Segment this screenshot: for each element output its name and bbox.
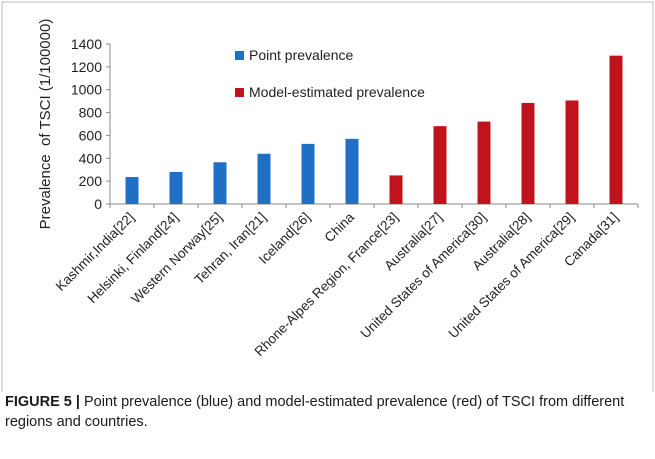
bar-point-prevalence: [257, 153, 271, 204]
legend-label: Point prevalence: [249, 47, 354, 63]
bar-point-prevalence: [301, 143, 315, 204]
bar-model-estimated: [477, 121, 491, 204]
bar-chart: 0 200 400 600 800 1000 1200 1400 Prevalence of T…: [1, 1, 654, 392]
bar-point-prevalence: [345, 138, 359, 204]
bar-point-prevalence: [213, 162, 227, 204]
legend-label: Model-estimated prevalence: [249, 84, 425, 100]
bar-point-prevalence: [169, 172, 183, 204]
y-tick-label: 1000: [71, 82, 102, 98]
y-tick-label: 1400: [71, 36, 102, 52]
bar-model-estimated: [565, 100, 579, 204]
bar-model-estimated: [609, 55, 623, 205]
x-tick-label: China: [322, 209, 358, 245]
bar-model-estimated: [433, 126, 447, 204]
figure-caption: FIGURE 5 | Point prevalence (blue) and m…: [5, 392, 650, 432]
caption-text: Point prevalence (blue) and model-estima…: [5, 394, 625, 430]
y-tick-label: 0: [94, 196, 102, 212]
figure-border: [1, 1, 654, 392]
legend-swatch: [235, 88, 244, 97]
y-axis-title: Prevalence of TSCI (1/100000): [37, 19, 54, 230]
y-tick-label: 400: [79, 150, 103, 166]
x-tick-label: Kashmir,India[22]: [53, 210, 137, 294]
y-tick-label: 1200: [71, 59, 102, 75]
y-tick-label: 200: [79, 173, 103, 189]
caption-label: FIGURE 5 |: [5, 394, 80, 410]
legend-swatch: [235, 51, 244, 60]
y-tick-label: 800: [79, 105, 103, 121]
bar-point-prevalence: [125, 177, 139, 204]
y-tick-label: 600: [79, 127, 103, 143]
bar-model-estimated: [521, 102, 535, 204]
bar-model-estimated: [389, 175, 403, 204]
